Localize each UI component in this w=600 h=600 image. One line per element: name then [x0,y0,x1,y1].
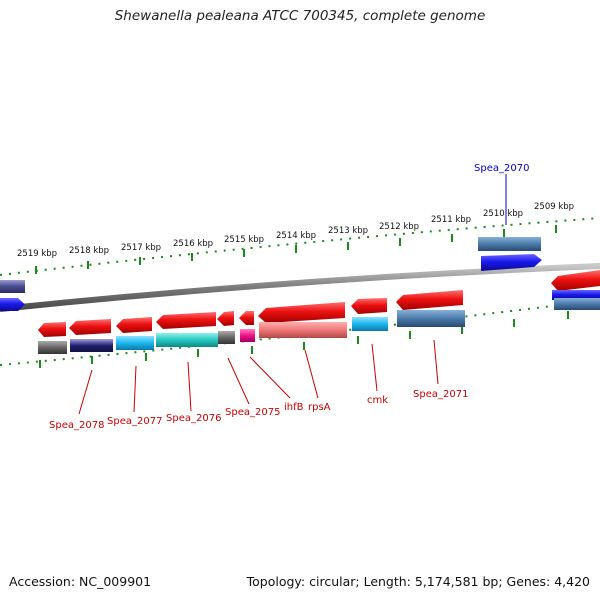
feature-ihfb-small [217,311,234,326]
gene-label-spea-2078: Spea_2078 [49,420,104,431]
kbp-label: 2515 kbp [224,235,264,245]
gene-label-ihfb: ihfB [284,402,304,413]
cog-bar-spea-2075 [156,333,218,347]
kbp-label: 2509 kbp [534,202,574,212]
feature-partial-left-cog [0,280,25,293]
feature-spea-2076 [116,317,152,333]
feature-spea-2078 [38,322,66,337]
genome-backbone [0,263,600,312]
cog-bar-cmk [352,317,388,331]
gene-label-spea-2076: Spea_2076 [166,413,221,424]
feature-partial-left-blue [0,298,25,311]
feature-spea-2071 [396,290,463,310]
kbp-label: 2518 kbp [69,246,109,256]
feature-partial-right-steel [554,298,600,310]
leader-line [187,361,192,412]
feature-spea-2070-cog [478,237,541,251]
cog-bar-ihfb-b [240,329,255,342]
cog-bar-rpsa [259,322,347,338]
kbp-label: 2516 kbp [173,239,213,249]
leader-line [433,339,439,385]
feature-spea-2077 [69,319,111,335]
gene-label-spea-2075: Spea_2075 [225,407,280,418]
gene-label-spea-2070: Spea_2070 [474,163,529,174]
cog-bar-spea-2071 [397,310,465,327]
feature-partial-right-blue [552,290,600,300]
feature-cmk [351,298,387,314]
scale-ticks-upper [35,225,557,274]
leader-line [78,369,93,415]
kbp-label: 2517 kbp [121,243,161,253]
gene-label-cmk: cmk [367,395,388,406]
leader-line [249,356,291,399]
leader-line [227,357,250,405]
feature-spea-2070 [481,254,542,271]
kbp-label: 2519 kbp [17,249,57,259]
map-title: Shewanella pealeana ATCC 700345, complet… [114,8,486,24]
gene-label-rpsa: rpsA [308,402,331,413]
kbp-label: 2514 kbp [276,231,316,241]
kbp-label: 2511 kbp [431,215,471,225]
feature-partial-right-red [551,270,600,291]
cog-bar-spea-2076 [116,336,154,350]
feature-ihfb [239,311,254,325]
leader-line [304,349,319,399]
kbp-label: 2510 kbp [483,209,523,219]
cog-bar-ihfb-a [218,331,235,344]
leader-line [371,343,378,392]
cog-bar-spea-2077 [70,339,113,352]
feature-rpsa [258,302,345,323]
gene-label-spea-2077: Spea_2077 [107,416,162,427]
accession-text: Accession: NC_009901 [9,574,152,589]
feature-spea-2075 [156,312,216,329]
gene-label-spea-2071: Spea_2071 [413,389,468,400]
genome-summary-text: Topology: circular; Length: 5,174,581 bp… [246,574,590,589]
cog-bar-spea-2078 [38,341,67,354]
kbp-label: 2513 kbp [328,226,368,236]
leader-line [133,365,137,413]
scale-ticks-lower [39,311,569,368]
kbp-label: 2512 kbp [379,222,419,232]
